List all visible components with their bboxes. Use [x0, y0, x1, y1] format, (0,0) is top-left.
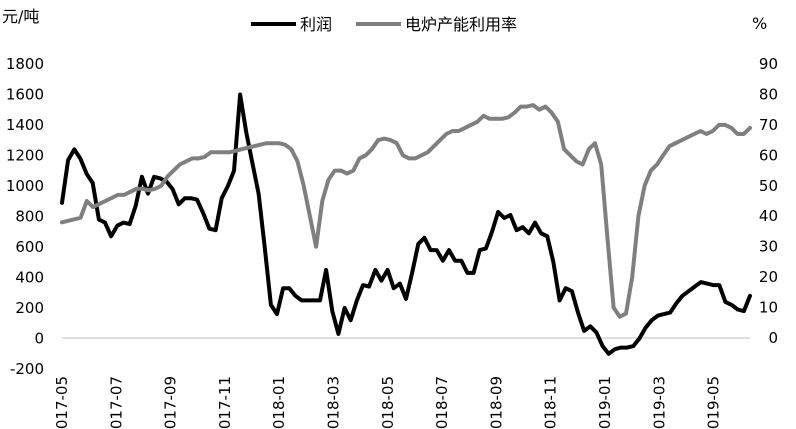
legend-label-profit: 利润 — [300, 15, 332, 34]
left-tick-label: -200 — [10, 360, 44, 378]
x-tick-label: 2019-01 — [596, 376, 614, 429]
right-tick-label: 20 — [759, 268, 778, 286]
left-tick-label: 1400 — [6, 116, 44, 134]
x-tick-label: 2017-05 — [53, 376, 71, 429]
x-tick-label: 2018-11 — [542, 376, 560, 429]
left-axis-unit: 元/吨 — [2, 7, 39, 26]
x-tick-label: 2018-07 — [433, 376, 451, 429]
left-tick-label: 1600 — [6, 86, 44, 104]
right-tick-label: 40 — [759, 207, 778, 225]
left-tick-label: 600 — [15, 238, 44, 256]
left-tick-label: 1200 — [6, 147, 44, 165]
right-tick-label: 30 — [759, 238, 778, 256]
left-tick-label: 200 — [15, 299, 44, 317]
x-axis: 2017-05 2017-07 2017-09 2017-11 2018-01 2018-… — [53, 337, 750, 429]
right-tick-label: 10 — [759, 299, 778, 317]
right-axis: 90 80 70 60 50 40 30 20 10 0 — [759, 55, 778, 347]
x-tick-label: 2018-05 — [379, 376, 397, 429]
right-tick-label: 90 — [759, 55, 778, 73]
left-tick-label: 1800 — [6, 55, 44, 73]
right-tick-label: 0 — [768, 329, 778, 347]
left-tick-label: 400 — [15, 269, 44, 287]
utilization-line — [60, 103, 752, 319]
left-tick-label: 1000 — [6, 177, 44, 195]
left-tick-label: 0 — [34, 330, 44, 348]
x-tick-label: 2019-05 — [705, 376, 723, 429]
right-tick-label: 60 — [759, 146, 778, 164]
x-tick-label: 2018-09 — [487, 376, 505, 429]
legend: 利润 电炉产能利用率 — [251, 15, 517, 34]
x-tick-label: 2018-01 — [270, 376, 288, 429]
profit-line — [60, 92, 752, 356]
left-axis: 1800 1600 1400 1200 1000 800 600 400 200 0 -200 — [6, 55, 44, 378]
legend-label-utilization: 电炉产能利用率 — [405, 15, 517, 34]
right-tick-label: 70 — [759, 116, 778, 134]
right-tick-label: 50 — [759, 177, 778, 195]
x-tick-label: 2018-03 — [325, 376, 343, 429]
right-axis-unit: % — [752, 14, 767, 33]
x-tick-label: 2017-09 — [162, 376, 180, 429]
right-tick-label: 80 — [759, 85, 778, 103]
x-tick-label: 2019-03 — [650, 376, 668, 429]
x-tick-label: 2017-07 — [107, 376, 125, 429]
left-tick-label: 800 — [15, 208, 44, 226]
series-layer — [60, 92, 752, 356]
x-tick-label: 2017-11 — [216, 376, 234, 429]
